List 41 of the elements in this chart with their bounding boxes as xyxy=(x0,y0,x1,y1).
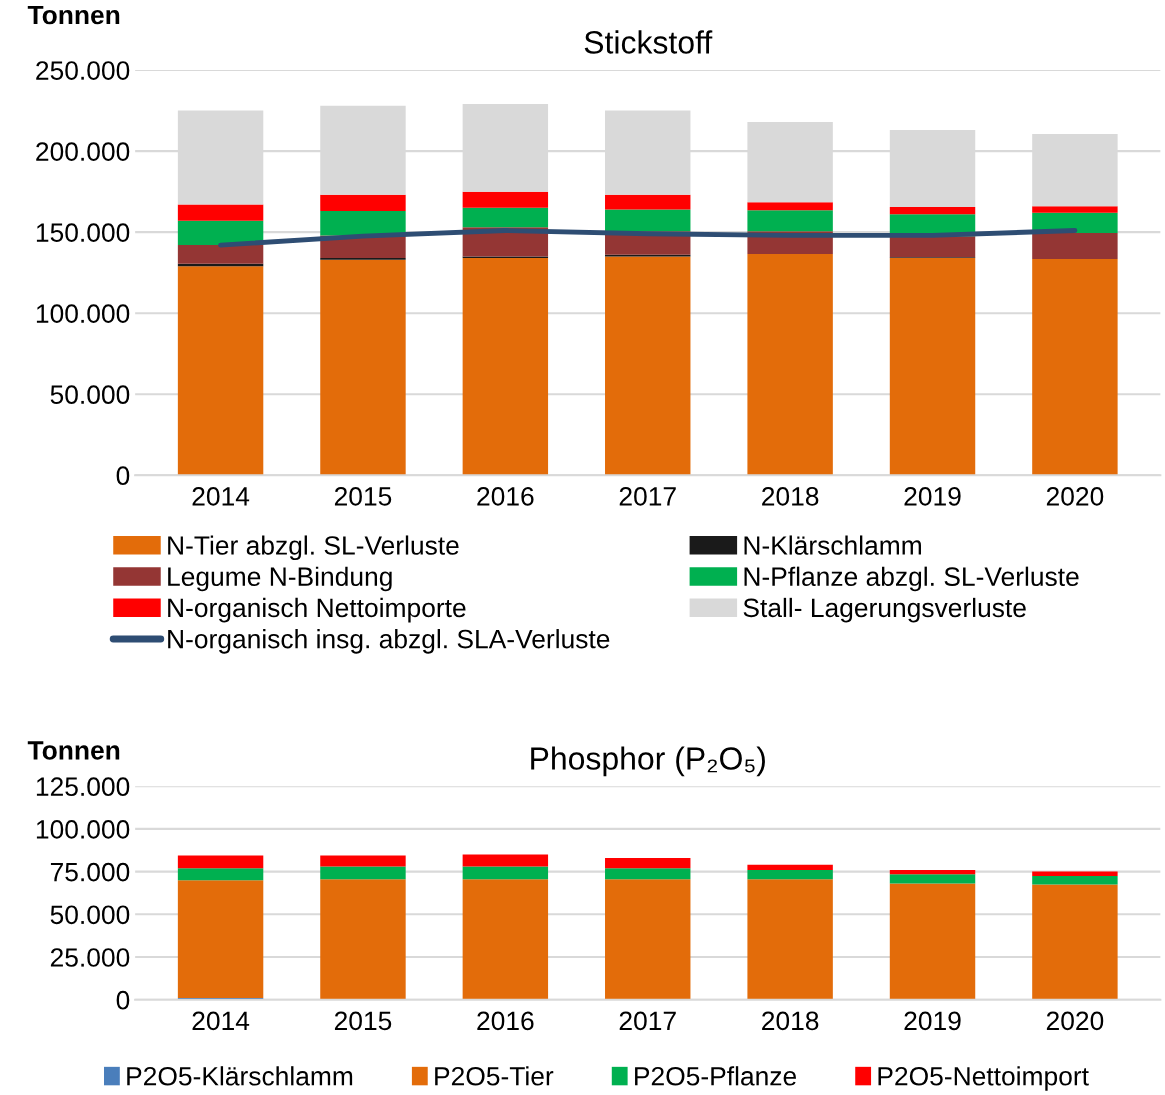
legend-label: N-Pflanze abzgl. SL-Verluste xyxy=(744,566,1079,592)
x-tick-label: 2014 xyxy=(192,487,250,506)
y-tick-label: 150.000 xyxy=(36,223,130,242)
x-tick-label: 2017 xyxy=(619,1011,676,1031)
y-axis-title: Tonnen xyxy=(27,5,120,25)
legend-label: N-organisch insg. abzgl. SLA-Verluste xyxy=(168,629,610,654)
x-tick-label: 2019 xyxy=(904,1011,961,1031)
y-tick-label: 100.000 xyxy=(36,820,130,839)
x-tick-label: 2015 xyxy=(334,487,392,506)
y-tick-label: 0 xyxy=(116,466,130,486)
x-tick-label: 2020 xyxy=(1046,1011,1104,1031)
y-tick-label: 200.000 xyxy=(36,142,130,161)
x-tick-label: 2014 xyxy=(192,1011,250,1031)
x-tick-label: 2015 xyxy=(334,1011,392,1031)
y-tick-label: 0 xyxy=(116,990,130,1010)
y-tick-label: 250.000 xyxy=(36,61,130,80)
x-tick-label: 2016 xyxy=(477,487,534,506)
y-tick-label: 125.000 xyxy=(36,777,130,797)
y-tick-label: 50.000 xyxy=(50,905,130,925)
legend-label: N-Tier abzgl. SL-Verluste xyxy=(168,535,459,561)
y-tick-label: 25.000 xyxy=(50,948,130,967)
x-tick-label: 2019 xyxy=(904,487,961,506)
y-tick-label: 75.000 xyxy=(50,862,130,882)
legend-label: P2O5-Tier xyxy=(435,1066,554,1086)
x-tick-label: 2018 xyxy=(762,1011,819,1031)
legend-label: N-Klärschlamm xyxy=(744,535,921,555)
legend-label: P2O5-Pflanze xyxy=(635,1066,797,1086)
legend-label: Stall- Lagerungsverluste xyxy=(743,597,1026,623)
chart-title: Phosphor (P₂O₅) xyxy=(531,746,765,777)
legend-label: Legume N-Bindung xyxy=(168,566,392,592)
x-tick-label: 2016 xyxy=(477,1011,534,1031)
x-tick-label: 2017 xyxy=(619,487,676,506)
y-axis-title: Tonnen xyxy=(27,741,120,760)
legend-label: P2O5-Nettoimport xyxy=(878,1066,1089,1091)
y-tick-label: 100.000 xyxy=(36,304,130,323)
legend-label: N-organisch Nettoimporte xyxy=(168,597,466,623)
y-tick-label: 50.000 xyxy=(50,385,130,405)
legend-label: P2O5-Klärschlamm xyxy=(127,1066,353,1086)
chart-title: Stickstoff xyxy=(584,30,713,54)
x-tick-label: 2018 xyxy=(762,487,819,506)
x-tick-label: 2020 xyxy=(1046,487,1104,506)
